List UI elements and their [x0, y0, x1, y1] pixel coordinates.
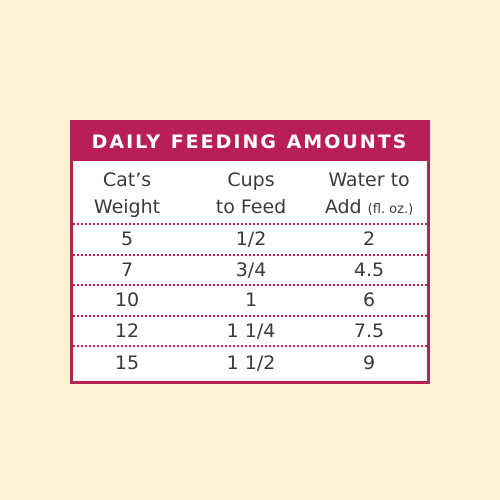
cell-weight: 12	[114, 320, 140, 343]
header-water-line1: Water to	[328, 169, 410, 191]
cell-weight: 5	[120, 228, 134, 251]
header-water-unit: (fl. oz.)	[367, 202, 414, 217]
cell-weight: 15	[114, 351, 140, 374]
cell-weight: 10	[114, 289, 140, 312]
header-water-line2-wrap: Add (fl. oz.)	[309, 194, 429, 223]
table-title: DAILY FEEDING AMOUNTS	[73, 123, 427, 161]
header-weight-line2: Weight	[93, 196, 161, 218]
cell-water: 4.5	[353, 258, 385, 281]
cell-water: 6	[362, 289, 376, 312]
header-cups-line2: to Feed	[215, 196, 287, 218]
cell-weight: 7	[120, 258, 134, 281]
table-row: 12 1 1/4 7.5	[73, 317, 427, 348]
table-header-row: Cat’s Weight Cups to Feed Water to Add (…	[73, 161, 427, 225]
cell-water: 2	[362, 228, 376, 251]
header-water: Water to Add (fl. oz.)	[309, 167, 429, 223]
header-cups-line1: Cups	[227, 169, 275, 191]
table-row: 7 3/4 4.5	[73, 256, 427, 287]
table-row: 5 1/2 2	[73, 225, 427, 256]
cell-cups: 1 1/2	[226, 351, 276, 374]
header-cups: Cups to Feed	[191, 167, 311, 221]
cell-cups: 1/2	[235, 228, 267, 251]
table-row: 10 1 6	[73, 286, 427, 317]
cell-water: 7.5	[353, 320, 385, 343]
cell-water: 9	[362, 351, 376, 374]
header-weight-line1: Cat’s	[102, 169, 152, 191]
header-water-line2: Add	[324, 196, 362, 218]
feeding-table: DAILY FEEDING AMOUNTS Cat’s Weight Cups …	[70, 120, 430, 384]
cell-cups: 1	[244, 289, 258, 312]
cell-cups: 3/4	[235, 258, 267, 281]
table-row: 15 1 1/2 9	[73, 347, 427, 378]
cell-cups: 1 1/4	[226, 320, 276, 343]
header-weight: Cat’s Weight	[75, 167, 179, 221]
